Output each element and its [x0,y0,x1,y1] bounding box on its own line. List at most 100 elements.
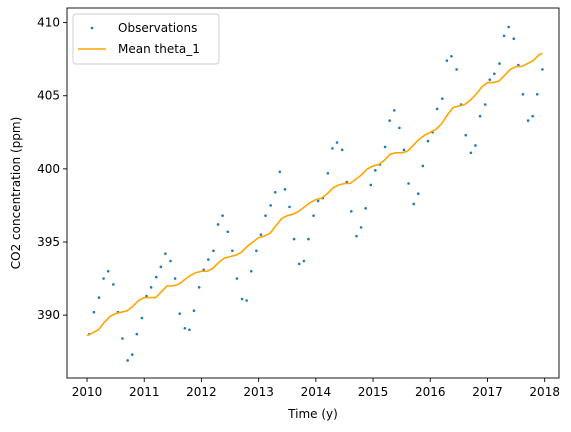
observation-point [231,249,234,253]
observation-point [273,190,277,194]
observations-series [88,25,544,362]
observation-point [245,299,248,302]
mean-theta-line [86,52,543,337]
observation-point [302,259,306,263]
observation-point [521,92,525,96]
observation-point [297,262,301,266]
observation-point [359,226,363,229]
y-axis-label: CO2 concentration (ppm) [9,117,23,269]
observation-point [183,326,187,330]
observation-point [440,97,444,100]
observation-point [240,297,244,301]
observation-point [269,204,272,207]
observation-point [493,72,496,76]
y-axis: 390 395 400 405 410 [37,16,67,322]
observation-point [350,209,353,213]
observation-point [135,332,139,336]
x-axis: 2010 2011 2012 2013 2014 2015 2016 2017 2018 [72,378,560,399]
observation-point [369,183,373,187]
observation-point [407,182,410,185]
observation-point [512,37,516,41]
observation-point [307,237,310,241]
observation-point [188,328,191,332]
legend: Observations Mean theta_1 [72,13,220,65]
observation-point [202,268,206,272]
observation-point [364,207,367,210]
observation-point [212,249,215,253]
y-tick-label: 390 [37,308,60,322]
observation-point [474,144,477,147]
observation-point [164,252,167,255]
observation-point [92,310,96,314]
observation-point [221,214,224,217]
observation-point [541,68,544,71]
observation-point [402,148,406,152]
observation-point [526,119,530,122]
observation-point [412,202,415,206]
observation-point [255,249,258,253]
observation-point [216,223,220,226]
x-tick-label: 2014 [301,385,332,399]
observation-point [455,68,458,71]
observation-point [159,265,163,269]
y-tick-label: 405 [37,89,60,103]
observation-point [340,148,344,152]
x-tick-label: 2010 [72,385,103,399]
observation-point [316,199,320,203]
observation-point [488,78,492,81]
observation-point [126,359,129,362]
observation-point [145,294,148,298]
observation-point [507,25,510,29]
observation-point [498,62,501,65]
observation-point [398,126,401,130]
observation-point [102,277,105,280]
observation-point [345,180,349,184]
legend-observations-label: Observations [118,21,197,35]
observation-point [450,54,453,58]
observation-point [154,275,158,279]
plot-area [67,8,559,378]
observation-point [531,114,534,118]
observation-point [469,151,473,155]
observation-point [121,337,124,340]
legend-observations-marker [90,26,94,30]
observation-point [535,92,539,96]
observation-point [278,170,282,174]
plot-frame [66,7,560,379]
observation-point [421,164,425,168]
observation-point [416,192,420,196]
x-tick-label: 2015 [358,385,389,399]
observation-point [283,188,287,191]
y-tick-label: 400 [37,162,60,176]
observation-point [207,258,210,261]
observation-point [249,269,253,273]
observation-point [335,141,339,144]
observation-point [197,286,201,289]
observation-point [326,171,330,175]
x-axis-label: Time (y) [287,407,338,421]
observation-point [478,114,482,118]
x-tick-label: 2018 [529,385,560,399]
observation-point [517,63,520,67]
observation-point [374,169,377,172]
observation-point [464,133,468,137]
observation-point [259,233,263,236]
x-tick-label: 2013 [243,385,274,399]
observation-point [140,316,144,320]
observation-point [331,147,334,150]
x-tick-label: 2011 [129,385,160,399]
observation-point [149,286,153,289]
x-tick-label: 2017 [472,385,503,399]
legend-frame [72,13,220,65]
observation-point [192,309,196,313]
observation-point [226,230,230,234]
observation-point [388,119,391,122]
legend-mean-label: Mean theta_1 [118,42,200,56]
observation-point [292,237,296,241]
observation-point [169,259,172,263]
observation-point [130,353,134,356]
observation-point [355,234,358,238]
observation-point [173,277,177,280]
observation-point [502,34,506,38]
observation-point [235,277,239,280]
